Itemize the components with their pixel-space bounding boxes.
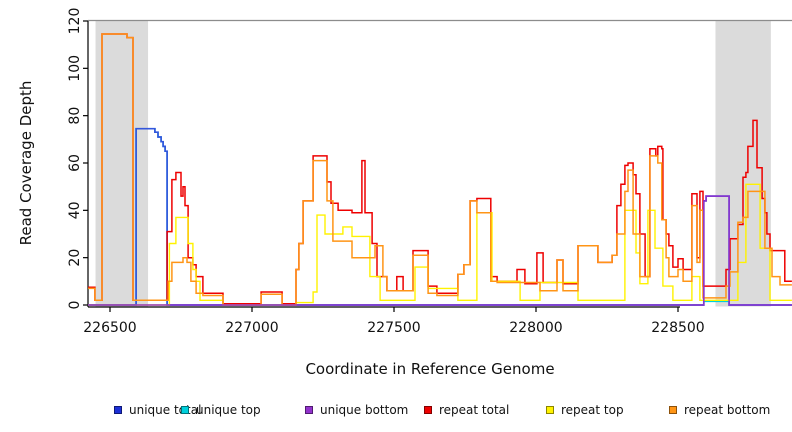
- y-axis-title: Read Coverage Depth: [17, 80, 35, 246]
- repeat-region-highlight: [95, 20, 149, 307]
- series-line-repeat-top: [88, 183, 792, 306]
- series-line-unique-total: [88, 127, 792, 306]
- x-axis-title: Coordinate in Reference Genome: [305, 360, 555, 378]
- repeat-region-highlight: [715, 20, 771, 307]
- y-tick-label: 20: [67, 249, 83, 267]
- y-tick-label: 80: [67, 107, 83, 125]
- series-line-repeat-total: [88, 33, 792, 305]
- y-tick-label: 40: [67, 201, 83, 219]
- x-tick-label: 227500: [367, 320, 420, 336]
- y-tick-label: 60: [67, 154, 83, 172]
- series-line-unique-top: [88, 127, 792, 306]
- y-tick-label: 120: [67, 8, 83, 35]
- y-tick-label: 0: [67, 301, 83, 310]
- x-tick-label: 228500: [651, 320, 704, 336]
- y-tick-label: 100: [67, 55, 83, 82]
- x-tick-label: 228000: [509, 320, 562, 336]
- x-tick-label: 227000: [225, 320, 278, 336]
- series-line-unique-bottom: [88, 195, 792, 306]
- x-tick-label: 226500: [83, 320, 136, 336]
- series-line-repeat-bottom: [88, 33, 792, 306]
